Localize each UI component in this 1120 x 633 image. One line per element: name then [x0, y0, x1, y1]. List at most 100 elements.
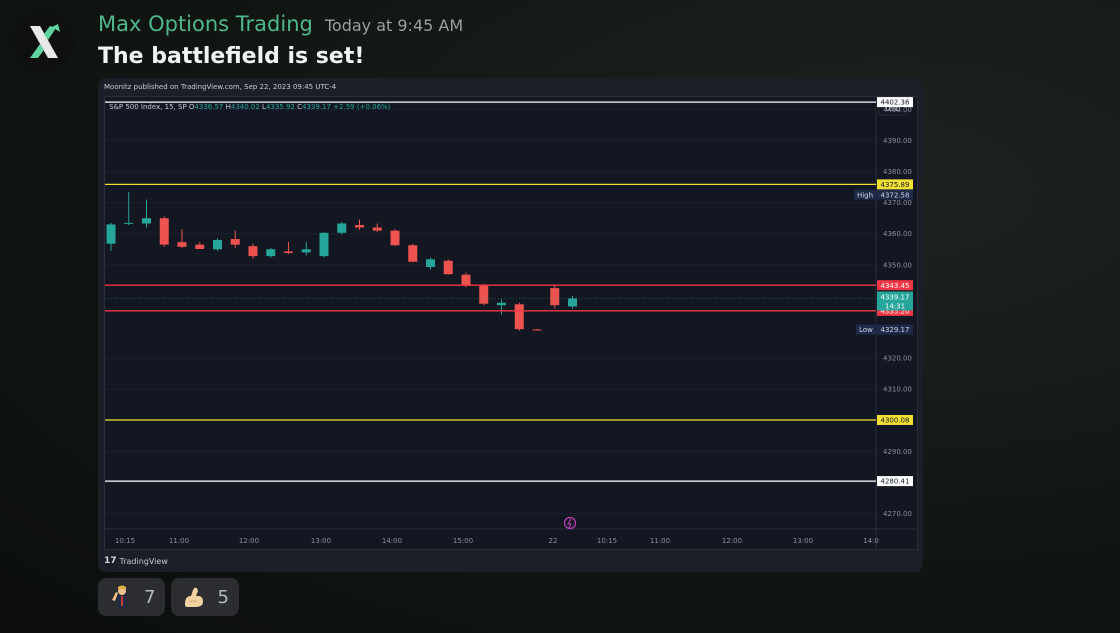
countdown-label: 14:31	[885, 302, 905, 310]
high-tag-name: High	[857, 191, 873, 199]
x-tick-label: 10:15	[115, 537, 135, 545]
symbol-label: S&P 500 Index, 15, SP	[109, 103, 189, 111]
level-price-label: 4343.45	[881, 282, 910, 290]
level-price-tag	[877, 305, 913, 316]
candle-body	[159, 218, 169, 245]
reaction-pointing[interactable]: 7	[98, 578, 166, 616]
y-tick-label: 4360.00	[883, 230, 912, 238]
x-tick-label: 22	[549, 537, 558, 545]
level-price-tag	[877, 179, 913, 190]
y-tick-label: 4390.00	[883, 137, 912, 145]
level-price-tag	[877, 97, 913, 108]
reactions-bar: 7 5	[98, 578, 239, 616]
tradingview-brand: TradingView	[119, 556, 168, 566]
high-price-tag	[877, 189, 913, 200]
candle-body	[319, 232, 329, 257]
level-price-label: 4402.36	[881, 99, 910, 107]
low-price-tag	[877, 324, 913, 335]
candle-body	[337, 223, 347, 233]
symbol-ohlc-readout: S&P 500 Index, 15, SP O4336.57 H4340.02 …	[109, 103, 391, 111]
candle-body	[284, 251, 293, 254]
close-label: C	[297, 103, 302, 111]
open-label: O	[189, 103, 195, 111]
low-tag-name: Low	[859, 326, 873, 334]
y-tick-label: 4290.00	[883, 448, 912, 456]
x-tick-label: 14:0	[863, 537, 879, 545]
x-tick-label: 12:00	[239, 537, 259, 545]
last-price-label: 4339.17	[881, 293, 910, 301]
candle-body	[497, 302, 506, 306]
close-value: 4339.17	[302, 103, 333, 111]
high-tag-name-box	[854, 189, 876, 200]
reaction-flexed-biceps[interactable]: 5	[171, 578, 239, 616]
level-price-label: 4335.20	[881, 307, 910, 315]
level-price-tag	[877, 476, 913, 487]
currency-label: USD	[886, 105, 901, 113]
candle-body	[408, 245, 418, 262]
level-price-label: 4300.08	[881, 417, 910, 425]
y-tick-label: 4350.00	[883, 261, 912, 269]
tradingview-chart: S&P 500 Index, 15, SP O4336.57 H4340.02 …	[104, 96, 918, 550]
y-tick-label: 4320.00	[883, 355, 912, 363]
x-tick-label: 14:00	[382, 537, 402, 545]
reaction-count: 7	[144, 586, 156, 608]
tradingview-logo-icon: 17	[104, 556, 117, 566]
candle-body	[514, 304, 524, 330]
y-tick-label: 4310.00	[883, 386, 912, 394]
candle-body	[195, 244, 205, 249]
high-value: 4340.02	[231, 103, 262, 111]
y-tick-label: 4380.00	[883, 168, 912, 176]
candle-body	[142, 218, 151, 224]
candle-body	[550, 288, 560, 306]
candle-body	[230, 239, 240, 245]
message-text: The battlefield is set!	[98, 44, 365, 69]
y-tick-label: 4270.00	[883, 510, 912, 518]
low-tag-name-box	[856, 324, 876, 335]
event-lightning-icon	[563, 516, 577, 530]
x-tick-label: 12:00	[722, 537, 742, 545]
y-tick-label: 4400.00	[883, 106, 912, 114]
level-price-tag	[877, 280, 913, 291]
candlestick-chart: S&P 500 Index, 15, SP O4336.57 H4340.02 …	[105, 97, 917, 549]
candle-body	[213, 239, 222, 250]
change-value: +2.59 (+0.06%)	[333, 103, 391, 111]
x-tick-label: 13:00	[793, 537, 813, 545]
x-tick-label: 15:00	[453, 537, 473, 545]
candle-body	[106, 224, 116, 244]
x-tick-label: 11:00	[650, 537, 670, 545]
author-avatar[interactable]	[14, 12, 74, 72]
x-tick-label: 11:00	[169, 537, 189, 545]
candle-body	[177, 242, 187, 247]
candle-body	[426, 259, 435, 268]
candle-body	[479, 285, 489, 304]
level-price-label: 4375.89	[881, 181, 910, 189]
level-price-label: 4280.41	[881, 478, 910, 486]
candle-body	[443, 260, 453, 275]
x-tick-label: 13:00	[311, 537, 331, 545]
low-label: L	[262, 103, 266, 111]
high-label: H	[226, 103, 231, 111]
person-pointing-icon	[112, 585, 127, 608]
y-tick-label: 4370.00	[883, 199, 912, 207]
candle-body	[266, 249, 276, 257]
open-value: 4336.57	[194, 103, 225, 111]
high-price-label: 4372.58	[881, 191, 910, 199]
candle-body	[301, 249, 311, 253]
event-lightning-bolt	[567, 518, 572, 529]
candle-body	[372, 227, 382, 231]
low-value: 4335.92	[266, 103, 297, 111]
candle-body	[461, 274, 471, 286]
candle-body	[568, 298, 577, 307]
reaction-count: 5	[217, 586, 229, 608]
low-price-label: 4329.17	[881, 326, 910, 334]
tradingview-footer: 17 TradingView	[104, 556, 168, 566]
chart-image-embed[interactable]: Moonitz published on TradingView.com, Se…	[98, 78, 923, 572]
author-name[interactable]: Max Options Trading	[98, 12, 313, 36]
level-price-tag	[877, 414, 913, 425]
candle-body	[390, 230, 400, 246]
candle-body	[248, 246, 258, 257]
published-line: Moonitz published on TradingView.com, Se…	[104, 83, 337, 91]
candle-body	[355, 225, 364, 228]
message-timestamp[interactable]: Today at 9:45 AM	[324, 16, 464, 35]
candle-body	[532, 329, 542, 331]
